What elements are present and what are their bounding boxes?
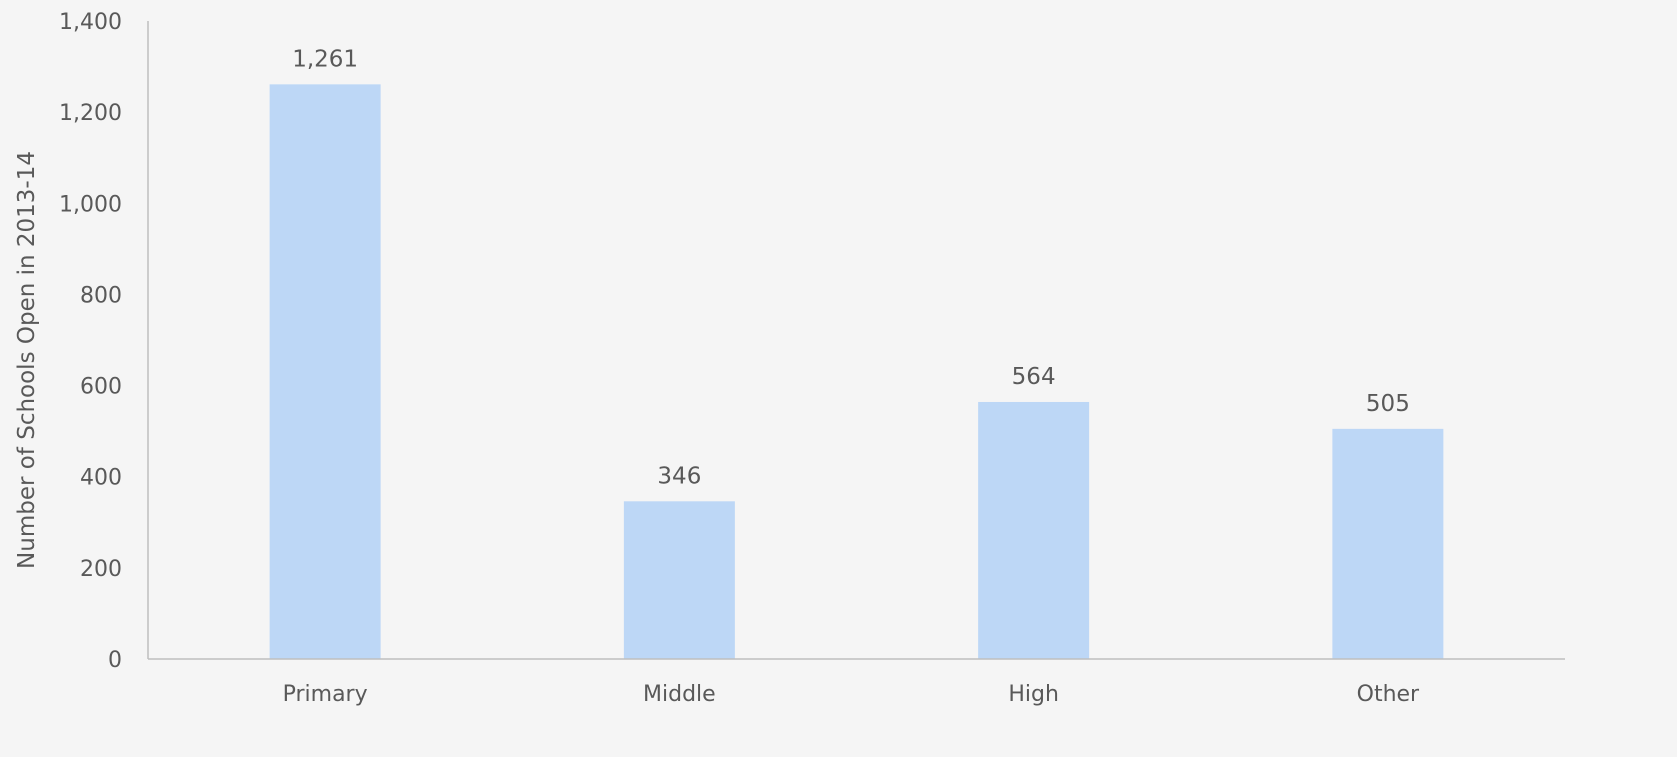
data-label-other: 505 bbox=[1366, 391, 1410, 417]
x-tick-label-high: High bbox=[1008, 682, 1059, 707]
y-tick-label: 1,400 bbox=[59, 10, 122, 35]
data-label-high: 564 bbox=[1012, 364, 1056, 390]
data-label-middle: 346 bbox=[657, 463, 701, 489]
y-tick-label: 600 bbox=[80, 375, 122, 400]
bars bbox=[269, 84, 1444, 659]
x-tick-label-other: Other bbox=[1357, 682, 1420, 707]
x-tick-label-middle: Middle bbox=[643, 682, 716, 707]
y-tick-label: 1,200 bbox=[59, 101, 122, 126]
x-axis-ticks: Primary Middle High Other bbox=[283, 682, 1420, 707]
data-labels: 1,261 346 564 505 bbox=[292, 46, 1410, 489]
bar-other bbox=[1332, 428, 1444, 659]
y-axis-ticks: 0 200 400 600 800 1,000 1,200 1,400 bbox=[59, 10, 122, 673]
bar-high bbox=[978, 401, 1090, 659]
data-label-primary: 1,261 bbox=[292, 46, 358, 72]
y-tick-label: 200 bbox=[80, 557, 122, 582]
y-tick-label: 400 bbox=[80, 466, 122, 491]
bar-middle bbox=[623, 501, 735, 659]
x-tick-label-primary: Primary bbox=[283, 682, 368, 707]
y-axis-title: Number of Schools Open in 2013-14 bbox=[14, 151, 40, 569]
y-tick-label: 0 bbox=[108, 648, 122, 673]
bar-primary bbox=[269, 84, 381, 659]
y-tick-label: 1,000 bbox=[59, 192, 122, 217]
y-tick-label: 800 bbox=[80, 283, 122, 308]
